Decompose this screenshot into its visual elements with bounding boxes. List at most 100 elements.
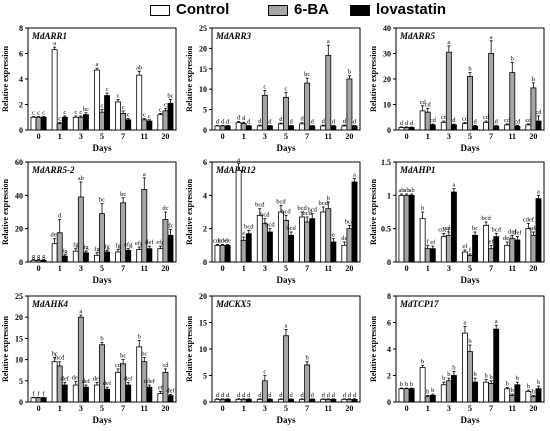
x-tick-label: 7 [121, 264, 125, 273]
bar-6ba-day-5 [467, 351, 473, 403]
significance-letter: c [79, 109, 82, 116]
bar-6ba-day-11 [325, 398, 332, 403]
y-tick-label: 0 [19, 258, 23, 267]
bar-6ba-day-1 [56, 123, 63, 131]
significance-letter: a [452, 182, 455, 189]
significance-letter: a [53, 40, 56, 47]
y-tick-label: 40 [383, 24, 391, 33]
significance-letter: de [341, 235, 347, 242]
bar-control-day-0 [398, 127, 405, 131]
x-tick-label: 0 [221, 264, 225, 273]
x-axis-label: Days [92, 275, 111, 285]
significance-letter: cd [425, 101, 432, 108]
bar-6ba-day-1 [424, 396, 431, 403]
significance-letter: ef [430, 239, 436, 246]
x-tick-label: 1 [426, 404, 430, 413]
x-tick-label: 5 [100, 132, 104, 141]
significance-letter: f [32, 390, 35, 397]
significance-letter: a [463, 319, 466, 326]
bar-6ba-day-7 [304, 364, 311, 403]
significance-letter: bcd [319, 200, 329, 207]
bar-lovastatin-day-3 [266, 398, 273, 403]
significance-letter: f [43, 390, 46, 397]
bar-control-day-3 [256, 214, 263, 263]
bar-control-day-7 [115, 101, 122, 131]
significance-letter: d [226, 392, 230, 399]
bar-control-day-3 [72, 250, 79, 263]
bar-control-day-11 [136, 249, 143, 263]
significance-letter: d [216, 119, 220, 126]
y-axis-label: Relative expression [185, 179, 194, 245]
significance-letter: b [452, 365, 455, 372]
y-tick-label: 6 [19, 50, 23, 59]
x-tick-label: 11 [141, 264, 149, 273]
bar-control-day-7 [483, 381, 490, 403]
significance-letter: c [164, 101, 167, 108]
x-tick-label: 7 [305, 404, 309, 413]
significance-letter: d [289, 392, 293, 399]
bar-lovastatin-day-5 [472, 234, 479, 263]
bar-control-day-0 [214, 125, 221, 131]
significance-letter: f [37, 390, 40, 397]
significance-letter: c [42, 110, 45, 117]
bar-6ba-day-20 [346, 398, 353, 403]
bar-6ba-day-7 [488, 383, 495, 403]
bar-lovastatin-day-20 [351, 398, 358, 403]
significance-letter: dc [167, 223, 173, 230]
bar-control-day-5 [461, 332, 468, 403]
x-tick-label: 7 [489, 132, 493, 141]
significance-letter: ef [489, 238, 495, 245]
bar-6ba-day-0 [403, 194, 410, 263]
x-tick-label: 3 [447, 404, 451, 413]
y-tick-label: 20 [199, 292, 207, 301]
panel-title: MdAHK4 [31, 299, 69, 309]
significance-letter: b [532, 76, 535, 83]
bar-lovastatin-day-5 [104, 251, 111, 263]
bar-control-day-3 [440, 384, 447, 403]
significance-letter: a [537, 188, 540, 195]
bar-6ba-day-3 [77, 316, 84, 403]
x-tick-label: 20 [345, 264, 353, 273]
y-tick-label: 15 [199, 65, 207, 74]
bar-lovastatin-day-20 [167, 234, 174, 263]
significance-letter: c [37, 110, 40, 117]
bar-6ba-day-7 [304, 82, 311, 131]
bar-6ba-day-0 [219, 398, 226, 403]
significance-letter: fg [104, 243, 110, 250]
bar-6ba-day-20 [162, 371, 169, 403]
x-tick-label: 11 [325, 132, 333, 141]
x-tick-label: 3 [79, 264, 83, 273]
bar-control-day-0 [214, 398, 221, 403]
significance-letter: ab [409, 187, 415, 194]
significance-letter: cde [444, 225, 453, 232]
bar-lovastatin-day-5 [288, 398, 295, 403]
significance-letter: efg [156, 239, 165, 246]
y-tick-label: 15 [15, 334, 23, 343]
significance-letter: d [300, 116, 304, 123]
significance-letter: bc [120, 191, 126, 198]
x-tick-label: 0 [37, 404, 41, 413]
significance-letter: cd [535, 109, 542, 116]
significance-letter: d [237, 392, 241, 399]
significance-letter: bcd [345, 218, 355, 225]
bar-lovastatin-day-7 [125, 119, 132, 131]
x-tick-label: 0 [405, 264, 409, 273]
bar-6ba-day-5 [99, 111, 105, 131]
legend-swatch-6ba [268, 5, 288, 16]
y-tick-label: 5 [203, 106, 207, 115]
bar-6ba-day-5 [283, 335, 289, 403]
bar-lovastatin-day-0 [408, 127, 415, 131]
panel-title: MdTCP17 [399, 299, 439, 309]
bar-control-day-7 [299, 123, 306, 131]
bar-control-day-11 [504, 244, 511, 263]
bar-lovastatin-day-0 [408, 388, 415, 403]
bar-lovastatin-day-11 [146, 386, 153, 403]
panel-title: MdCKX5 [215, 299, 252, 309]
y-tick-label: 6 [203, 158, 207, 167]
significance-letter: d [221, 119, 225, 126]
significance-letter: efg [135, 240, 144, 247]
bar-6ba-day-7 [488, 248, 495, 263]
bar-lovastatin-day-20 [535, 198, 542, 263]
bar-lovastatin-day-1 [61, 255, 68, 263]
bar-lovastatin-day-11 [330, 398, 337, 403]
